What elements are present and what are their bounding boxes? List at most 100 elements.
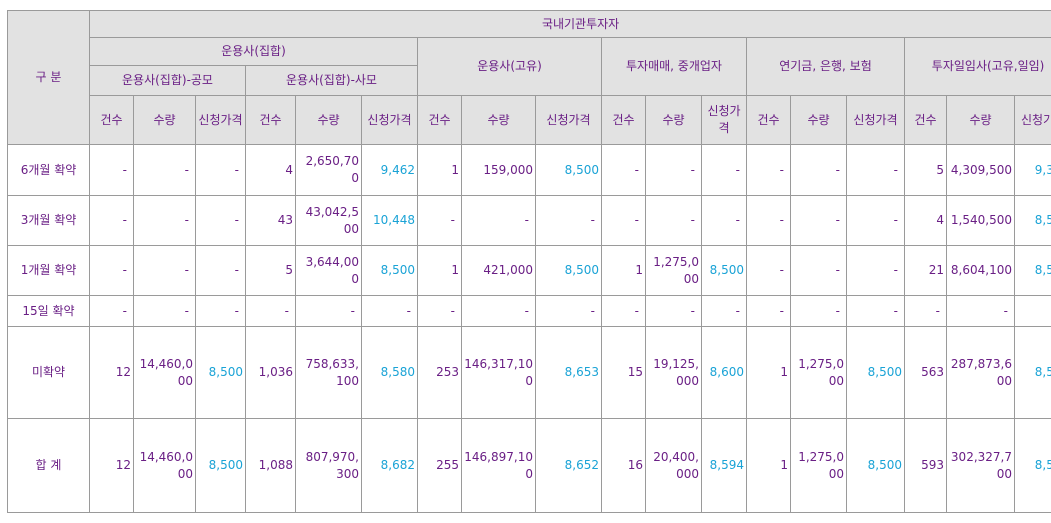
cell-quantity: - xyxy=(790,144,847,196)
row-label: 1개월 확약 xyxy=(7,245,90,296)
cell-price: 8,600 xyxy=(701,326,747,419)
cell-count: 593 xyxy=(904,418,947,513)
row-label: 6개월 확약 xyxy=(7,144,90,196)
cell-quantity: 758,633,100 xyxy=(295,326,362,419)
subheader-count: 건수 xyxy=(245,95,296,145)
table-row: 미확약 12 14,460,000 8,500 1,036 758,633,100 8,58… xyxy=(7,326,1051,419)
cell-count: 1 xyxy=(746,326,791,419)
cell-price: 8,567 xyxy=(1013,326,1051,419)
cell-price: 8,500 xyxy=(195,418,246,513)
cell-count: 21 xyxy=(904,245,947,296)
subheader-count: 건수 xyxy=(601,95,646,145)
subheader-price: 신청가격 xyxy=(361,95,418,145)
cell-count: 16 xyxy=(601,418,646,513)
cell-quantity: 146,897,100 xyxy=(461,418,536,513)
allocation-table-container: 구 분 국내기관투자자 운용사(집합) 운용사(고유) 투자매매, 중개업자 연… xyxy=(7,10,1051,513)
cell-price: 8,500 xyxy=(846,326,905,419)
cell-quantity: - xyxy=(461,195,536,246)
subheader-quantity: 수량 xyxy=(461,95,536,145)
cell-count: 1,088 xyxy=(245,418,296,513)
cell-count: 253 xyxy=(417,326,462,419)
cell-price: - xyxy=(195,295,246,327)
cell-quantity: 302,327,700 xyxy=(946,418,1015,513)
cell-count: - xyxy=(746,144,791,196)
cell-quantity: - xyxy=(790,245,847,296)
cell-count: - xyxy=(89,195,134,246)
subheader-quantity: 수량 xyxy=(645,95,702,145)
cell-count: 1,036 xyxy=(245,326,296,419)
cell-quantity: - xyxy=(133,245,196,296)
cell-price: 8,500 xyxy=(846,418,905,513)
subheader-count: 건수 xyxy=(417,95,462,145)
cell-price: 8,580 xyxy=(361,326,418,419)
header-domestic-institutions: 국내기관투자자 xyxy=(88,10,1051,38)
cell-quantity: - xyxy=(946,295,1015,327)
header-discretionary: 투자일임사(고유,일임) xyxy=(903,37,1051,96)
cell-quantity: - xyxy=(645,144,702,196)
header-asset-manager-own: 운용사(고유) xyxy=(417,37,602,96)
cell-count: 255 xyxy=(417,418,462,513)
cell-quantity: - xyxy=(790,295,847,327)
cell-quantity: - xyxy=(295,295,362,327)
cell-price: 8,682 xyxy=(361,418,418,513)
subheader-price: 신청가격 xyxy=(846,95,905,145)
subheader-quantity: 수량 xyxy=(133,95,196,145)
cell-quantity: - xyxy=(133,295,196,327)
cell-count: 1 xyxy=(746,418,791,513)
cell-quantity: 1,275,000 xyxy=(790,326,847,419)
cell-price: 8,500 xyxy=(361,245,418,296)
cell-price: - xyxy=(361,295,418,327)
table-row: 1개월 확약 - - -5 3,644,000 8,500 1 421,000 8,500 1 1,… xyxy=(7,245,1051,296)
cell-quantity: 1,275,000 xyxy=(790,418,847,513)
cell-price: 8,653 xyxy=(535,326,602,419)
header-broker-dealer: 투자매매, 중개업자 xyxy=(601,37,747,96)
cell-price: - xyxy=(535,195,602,246)
cell-quantity: 43,042,500 xyxy=(295,195,362,246)
cell-quantity: 159,000 xyxy=(461,144,536,196)
subheader-price: 신청가격 xyxy=(701,95,747,145)
subheader-price: 신청가격 xyxy=(195,95,246,145)
cell-price: - xyxy=(195,144,246,196)
cell-count: - xyxy=(89,245,134,296)
subheader-quantity: 수량 xyxy=(946,95,1015,145)
cell-count: 12 xyxy=(89,326,134,419)
cell-quantity: 807,970,300 xyxy=(295,418,362,513)
cell-quantity: - xyxy=(461,295,536,327)
cell-count: - xyxy=(601,195,646,246)
cell-count: - xyxy=(89,144,134,196)
header-category: 구 분 xyxy=(7,10,90,145)
table-row: 6개월 확약 - - -4 2,650,700 9,462 1 159,000 8,500- - -… xyxy=(7,144,1051,196)
cell-price: - xyxy=(195,195,246,246)
cell-quantity: 2,650,700 xyxy=(295,144,362,196)
cell-count: 1 xyxy=(417,245,462,296)
cell-quantity: 20,400,000 xyxy=(645,418,702,513)
cell-count: 12 xyxy=(89,418,134,513)
cell-price: 8,513 xyxy=(1013,245,1051,296)
cell-price: 10,448 xyxy=(361,195,418,246)
cell-quantity: 1,540,500 xyxy=(946,195,1015,246)
cell-count: 5 xyxy=(904,144,947,196)
cell-price: - xyxy=(701,144,747,196)
subheader-row: 건수 수량 신청가격 건수 수량 신청가격 건수 수량 신청가격 건수 수량 신청가격 건수 수량 신청가격… xyxy=(8,95,1051,145)
cell-price: 8,577 xyxy=(1013,418,1051,513)
cell-count: - xyxy=(417,195,462,246)
cell-quantity: 19,125,000 xyxy=(645,326,702,419)
cell-quantity: 14,460,000 xyxy=(133,418,196,513)
cell-count: - xyxy=(89,295,134,327)
subheader-price: 신청가격 xyxy=(535,95,602,145)
cell-count: - xyxy=(245,295,296,327)
allocation-table: 구 분 국내기관투자자 운용사(집합) 운용사(고유) 투자매매, 중개업자 연… xyxy=(7,10,1051,513)
row-label: 15일 확약 xyxy=(7,295,90,327)
row-label: 합 계 xyxy=(7,418,90,513)
cell-count: - xyxy=(601,144,646,196)
cell-count: - xyxy=(601,295,646,327)
cell-price: - xyxy=(846,144,905,196)
header-pension-bank-insurance: 연기금, 은행, 보험 xyxy=(746,37,905,96)
cell-price: - xyxy=(846,195,905,246)
header-asset-manager-public: 운용사(집합)-공모 xyxy=(89,65,246,96)
subheader-count: 건수 xyxy=(89,95,134,145)
header-asset-manager-private: 운용사(집합)-사모 xyxy=(245,65,418,96)
cell-count: - xyxy=(746,295,791,327)
cell-price: - xyxy=(701,295,747,327)
cell-quantity: 8,604,100 xyxy=(946,245,1015,296)
